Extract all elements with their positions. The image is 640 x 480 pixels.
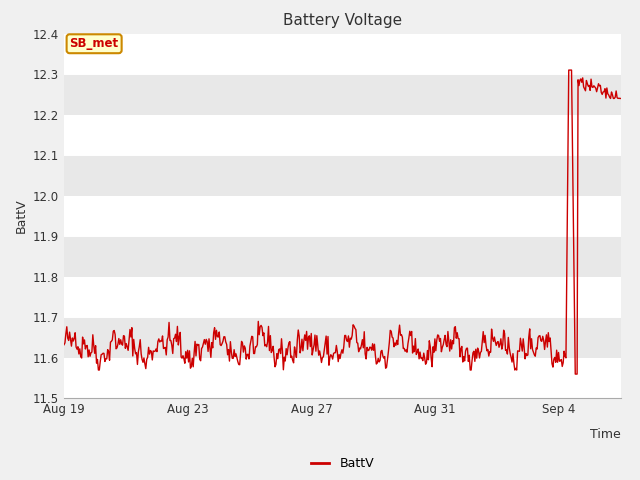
- Bar: [64, 277, 621, 317]
- Bar: [64, 317, 621, 358]
- Bar: [64, 155, 621, 196]
- Title: Battery Voltage: Battery Voltage: [283, 13, 402, 28]
- Bar: [64, 74, 621, 115]
- Text: Time: Time: [590, 428, 621, 441]
- Bar: [64, 358, 621, 398]
- Bar: [64, 34, 621, 74]
- Legend: BattV: BattV: [306, 452, 379, 475]
- Y-axis label: BattV: BattV: [14, 199, 28, 233]
- Bar: [64, 115, 621, 155]
- Text: SB_met: SB_met: [70, 37, 118, 50]
- Bar: [64, 236, 621, 277]
- Bar: [64, 196, 621, 236]
